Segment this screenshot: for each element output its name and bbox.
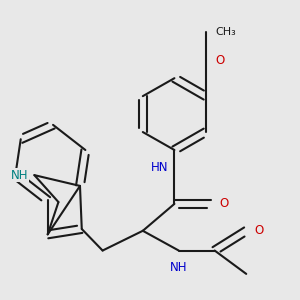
Text: O: O [254,224,263,237]
Text: O: O [216,54,225,67]
Text: CH₃: CH₃ [216,26,236,37]
Text: NH: NH [170,261,188,274]
Text: NH: NH [11,169,28,182]
Text: HN: HN [151,161,168,175]
Text: O: O [219,197,228,210]
